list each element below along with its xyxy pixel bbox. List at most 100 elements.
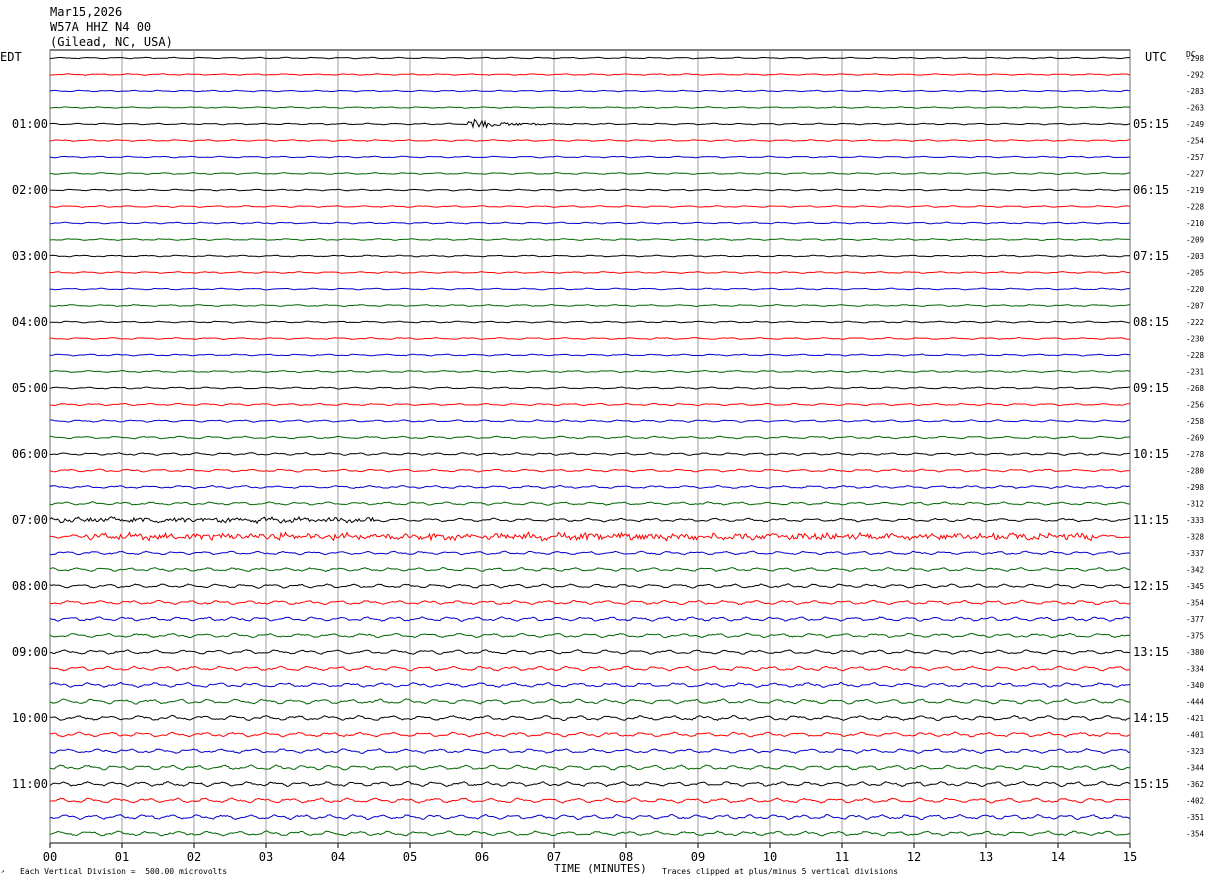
trace-line-6	[49, 155, 1131, 159]
trace-line-37	[49, 665, 1131, 672]
trace-line-12	[49, 254, 1131, 258]
trace-line-30	[49, 550, 1131, 556]
left-hour-label: 09:00	[12, 645, 48, 659]
trace-line-20	[49, 386, 1131, 390]
trace-line-33	[49, 599, 1131, 606]
dc-offset-label: -377	[1186, 615, 1204, 624]
dc-offset-label: -380	[1186, 648, 1205, 657]
right-hour-label: 10:15	[1133, 447, 1169, 461]
right-hour-label: 07:15	[1133, 249, 1169, 263]
trace-line-9	[49, 205, 1131, 208]
station-location: (Gilead, NC, USA)	[50, 35, 173, 49]
trace-line-32	[49, 583, 1131, 589]
trace-line-39	[49, 698, 1131, 705]
dc-offset-label: -362	[1186, 780, 1204, 789]
x-tick-label: 02	[187, 850, 201, 864]
dc-offset-label: -375	[1186, 632, 1204, 641]
x-tick-label: 14	[1051, 850, 1065, 864]
axis-labels: 00 01 02 03 04 05 06 07 08 09 10 11 12 13 14 15 -298 -292…	[12, 54, 1205, 864]
right-hour-label: 06:15	[1133, 183, 1169, 197]
dc-offset-label: -444	[1186, 698, 1205, 707]
dc-offset-label: -203	[1186, 252, 1204, 261]
dc-offset-label: -333	[1186, 516, 1204, 525]
trace-line-29	[49, 531, 1131, 542]
dc-offset-label: -263	[1186, 104, 1204, 113]
left-timezone-label: EDT	[0, 50, 22, 64]
trace-line-34	[49, 616, 1131, 622]
trace-line-11	[50, 238, 1131, 241]
dc-offset-label: -227	[1186, 170, 1204, 179]
x-tick-label: 00	[43, 850, 57, 864]
seismic-traces	[49, 56, 1131, 837]
dc-offset-label: -345	[1186, 582, 1204, 591]
trace-line-14	[49, 287, 1131, 291]
dc-offset-label: -228	[1186, 351, 1205, 360]
plot-grid	[49, 49, 1131, 848]
dc-offset-label: -258	[1186, 417, 1205, 426]
plot-date: Mar15,2026	[50, 5, 123, 19]
x-tick-label: 01	[115, 850, 129, 864]
trace-line-1	[49, 73, 1131, 76]
left-hour-label: 11:00	[12, 777, 48, 791]
dc-offset-label: -402	[1186, 797, 1204, 806]
trace-line-28	[49, 516, 1131, 525]
dc-offset-label: -220	[1186, 285, 1205, 294]
trace-line-15	[49, 304, 1131, 308]
dc-offset-label: -254	[1186, 137, 1205, 146]
trace-line-8	[49, 188, 1131, 192]
trace-line-25	[49, 468, 1130, 473]
dc-offset-label: -209	[1186, 236, 1204, 245]
right-hour-label: 13:15	[1133, 645, 1169, 659]
corner-mark: ↗	[1, 868, 5, 875]
x-tick-label: 11	[835, 850, 849, 864]
trace-line-38	[49, 681, 1131, 689]
right-hour-label: 09:15	[1133, 381, 1169, 395]
trace-line-36	[49, 649, 1131, 655]
trace-line-41	[49, 731, 1131, 738]
left-hour-label: 07:00	[12, 513, 48, 527]
trace-line-27	[49, 501, 1131, 506]
plot-frame	[49, 49, 1131, 844]
dc-offset-label: -298	[1186, 54, 1205, 63]
right-hour-label: 08:15	[1133, 315, 1169, 329]
trace-line-18	[49, 353, 1131, 357]
dc-offset-label: -205	[1186, 269, 1204, 278]
dc-offset-label: -351	[1186, 813, 1204, 822]
right-hour-label: 11:15	[1133, 513, 1169, 527]
trace-line-40	[50, 714, 1131, 722]
dc-offset-label: -256	[1186, 401, 1205, 410]
dc-offset-label: -249	[1186, 120, 1204, 129]
x-tick-label: 13	[979, 850, 993, 864]
right-hour-label: 05:15	[1133, 117, 1169, 131]
left-hour-label: 10:00	[12, 711, 48, 725]
dc-offset-label: -354	[1186, 830, 1205, 839]
trace-line-5	[49, 139, 1130, 142]
dc-offset-label: -230	[1186, 335, 1205, 344]
x-tick-label: 15	[1123, 850, 1137, 864]
right-hour-label: 15:15	[1133, 777, 1169, 791]
x-tick-label: 03	[259, 850, 273, 864]
trace-line-0	[49, 56, 1131, 60]
left-hour-label: 02:00	[12, 183, 48, 197]
dc-offset-label: -269	[1186, 434, 1204, 443]
trace-line-10	[49, 221, 1131, 225]
x-tick-label: 05	[403, 850, 417, 864]
left-hour-label: 01:00	[12, 117, 48, 131]
dc-offset-label: -337	[1186, 549, 1204, 558]
dc-offset-label: -421	[1186, 714, 1204, 723]
trace-line-47	[49, 830, 1131, 837]
right-timezone-label: UTC	[1145, 50, 1167, 64]
left-hour-label: 06:00	[12, 447, 48, 461]
dc-offset-label: -231	[1186, 368, 1204, 377]
trace-line-19	[49, 369, 1131, 374]
trace-line-4	[49, 118, 1131, 129]
x-tick-label: 06	[475, 850, 489, 864]
right-hour-label: 12:15	[1133, 579, 1169, 593]
trace-line-21	[50, 402, 1131, 407]
dc-offset-label: -344	[1186, 764, 1205, 773]
trace-line-17	[49, 336, 1131, 341]
station-id: W57A HHZ N4 00	[50, 20, 152, 34]
trace-line-7	[49, 172, 1131, 175]
dc-offset-label: -268	[1186, 384, 1205, 393]
